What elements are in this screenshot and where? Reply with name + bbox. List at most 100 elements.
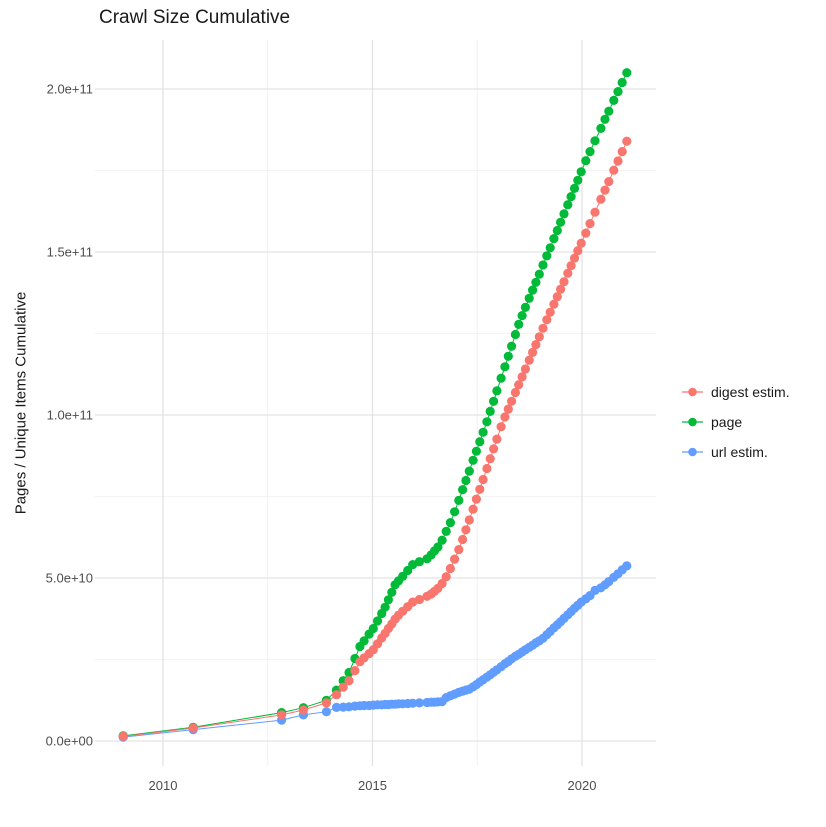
data-point	[500, 412, 510, 422]
data-point	[600, 114, 610, 124]
data-point	[552, 292, 562, 302]
data-point	[503, 404, 513, 414]
data-point	[344, 676, 354, 686]
data-point	[600, 185, 610, 195]
data-point	[534, 269, 544, 279]
data-point	[500, 362, 510, 372]
data-point	[471, 446, 481, 456]
x-tick-label: 2015	[358, 778, 387, 793]
data-point	[450, 554, 460, 564]
legend-item-digest: digest estim.	[681, 377, 790, 407]
legend-item-page: page	[681, 407, 790, 437]
legend-key-dot	[688, 447, 697, 457]
data-point	[510, 387, 520, 398]
data-point	[559, 277, 569, 287]
data-point	[563, 268, 573, 278]
data-point	[542, 251, 552, 261]
x-tick-label: 2020	[568, 778, 597, 793]
data-point	[496, 422, 506, 432]
data-point	[517, 311, 527, 321]
data-point	[471, 494, 481, 504]
data-point	[468, 504, 478, 514]
y-tick-label: 2.0e+11	[47, 82, 93, 97]
data-point	[441, 572, 451, 582]
legend-key-page	[682, 417, 703, 427]
data-point	[321, 698, 331, 708]
data-point	[531, 277, 541, 287]
data-point	[569, 253, 580, 263]
data-point	[538, 260, 548, 270]
data-point	[118, 731, 128, 742]
data-point	[445, 518, 455, 528]
data-point	[622, 561, 632, 571]
data-point	[581, 156, 591, 166]
data-point	[468, 455, 478, 465]
data-point	[622, 68, 632, 78]
legend-item-url: url estim.	[681, 437, 790, 467]
data-point	[454, 545, 464, 555]
data-point	[534, 332, 544, 342]
legend: digest estim. page url estim.	[681, 377, 790, 467]
data-point	[450, 507, 460, 517]
data-point	[503, 351, 513, 361]
data-point	[478, 427, 488, 437]
data-point	[517, 372, 527, 382]
data-point	[380, 602, 390, 612]
data-point	[613, 156, 623, 166]
legend-key-dot	[688, 417, 697, 427]
data-point	[408, 698, 418, 708]
data-point	[414, 698, 424, 708]
data-point	[573, 246, 583, 256]
data-point	[604, 106, 614, 116]
data-point	[528, 347, 538, 357]
data-point	[613, 87, 623, 97]
data-point	[372, 616, 383, 626]
data-point	[321, 707, 331, 717]
legend-label-url: url estim.	[711, 444, 768, 460]
data-point	[596, 123, 606, 133]
data-point	[458, 534, 468, 545]
data-point	[569, 183, 580, 193]
data-point	[552, 225, 562, 236]
data-point	[542, 315, 552, 325]
series-line-page	[123, 72, 628, 737]
data-point	[531, 340, 541, 350]
data-point	[507, 396, 517, 406]
legend-key-digest	[682, 387, 703, 397]
data-point	[524, 293, 534, 303]
data-point	[298, 705, 308, 715]
data-point	[437, 535, 447, 545]
data-point	[492, 386, 502, 396]
data-point	[609, 165, 619, 175]
data-point	[566, 192, 576, 202]
data-point	[437, 578, 447, 589]
data-point	[545, 243, 555, 253]
data-point	[414, 557, 424, 567]
data-point	[496, 373, 506, 383]
data-point	[585, 219, 595, 229]
data-point	[441, 526, 451, 537]
data-point	[461, 475, 471, 486]
data-point	[478, 474, 488, 485]
data-point	[489, 444, 499, 454]
data-point	[585, 147, 595, 157]
data-point	[559, 209, 569, 219]
data-point	[556, 217, 566, 227]
legend-key-dot	[688, 387, 697, 397]
data-point	[514, 380, 524, 390]
data-point	[576, 238, 586, 248]
data-point	[461, 525, 471, 535]
data-point	[545, 307, 555, 317]
legend-key-url	[682, 447, 703, 457]
data-point	[617, 147, 627, 157]
data-point	[604, 177, 614, 187]
data-point	[350, 666, 360, 676]
data-point	[482, 417, 492, 427]
y-tick-label: 5.0e+10	[46, 571, 93, 586]
data-point	[576, 167, 586, 177]
data-point	[414, 594, 424, 605]
data-point	[489, 396, 499, 406]
data-point	[445, 563, 455, 574]
